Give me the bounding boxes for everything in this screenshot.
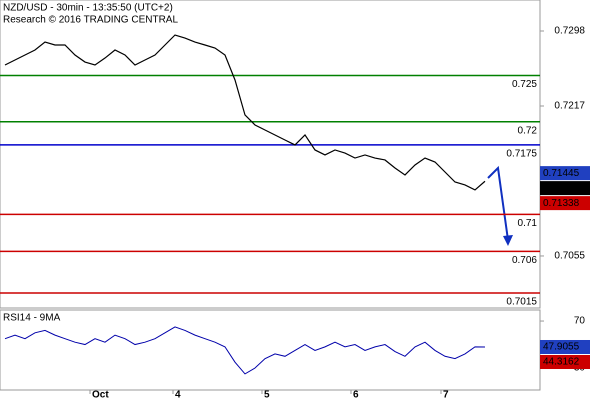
x-tick-label: 6 bbox=[353, 390, 359, 400]
level-label: 0.72 bbox=[518, 125, 538, 136]
price-tag bbox=[540, 181, 590, 196]
rsi-tick-label: 70 bbox=[574, 316, 586, 327]
rsi-tag-label: 44.3162 bbox=[543, 357, 580, 368]
chart-subtitle: Research © 2016 TRADING CENTRAL bbox=[3, 15, 178, 26]
rsi-tag bbox=[540, 354, 590, 369]
y-tick-label: 0.7217 bbox=[554, 101, 585, 112]
x-tick-label: 4 bbox=[175, 390, 181, 400]
price-panel bbox=[0, 0, 541, 309]
rsi-tag-label: 47.9055 bbox=[543, 342, 580, 353]
price-tag-label: 0.71357 bbox=[543, 183, 580, 194]
level-label: 0.7175 bbox=[506, 149, 537, 160]
price-tag-label: 0.71445 bbox=[543, 168, 580, 179]
level-label: 0.7015 bbox=[506, 297, 537, 308]
x-tick-label: Oct bbox=[92, 390, 109, 400]
rsi-line bbox=[4, 326, 486, 375]
y-tick-label: 0.7298 bbox=[554, 26, 585, 37]
forecast-arrow-head bbox=[503, 235, 513, 246]
price-tag bbox=[540, 166, 590, 181]
x-tick-label: 7 bbox=[443, 390, 449, 400]
level-label: 0.725 bbox=[512, 79, 537, 90]
price-tag bbox=[540, 196, 590, 211]
level-label: 0.706 bbox=[512, 255, 537, 266]
price-line bbox=[4, 34, 486, 191]
x-tick-label: 5 bbox=[264, 390, 270, 400]
price-tag-label: 0.71338 bbox=[543, 198, 580, 209]
level-label: 0.71 bbox=[518, 218, 538, 229]
rsi-panel bbox=[0, 309, 541, 391]
forecast-arrow bbox=[487, 165, 509, 241]
rsi-title: RSI14 - 9MA bbox=[3, 313, 61, 324]
rsi-tag bbox=[540, 339, 590, 354]
y-tick-label: 0.7055 bbox=[554, 251, 585, 262]
chart-title: NZD/USD - 30min - 13:35:50 (UTC+2) bbox=[3, 3, 173, 14]
